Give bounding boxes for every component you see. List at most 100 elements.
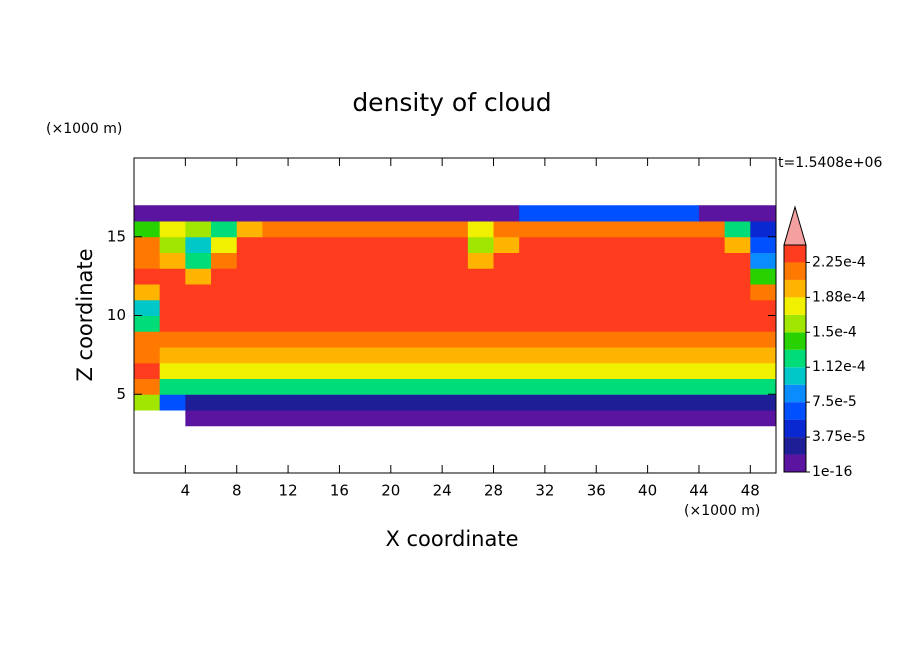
field-cell (673, 410, 700, 427)
colorbar-frame (783, 244, 807, 473)
field-cell (467, 410, 495, 427)
field-cell (621, 347, 649, 364)
field-cell (621, 252, 649, 269)
field-cell (339, 315, 366, 332)
field-cell (262, 394, 289, 411)
field-cell (211, 205, 238, 222)
field-cell (134, 252, 161, 269)
field-cell (390, 205, 417, 222)
field-cell (339, 378, 366, 395)
field-cell (416, 205, 443, 222)
field-cell (288, 410, 315, 427)
field-cell (390, 252, 417, 269)
field-cell (416, 410, 443, 427)
field-cell (365, 315, 392, 332)
field-cell (236, 268, 263, 285)
field-cell (673, 331, 700, 348)
field-cell (544, 268, 572, 285)
field-cell (134, 362, 161, 379)
field-cell (236, 331, 263, 348)
field-cell (750, 252, 777, 269)
field-cell (544, 378, 572, 395)
field-cell (647, 394, 674, 411)
field-cell (288, 268, 315, 285)
field-cell (724, 347, 751, 364)
field-cell (236, 284, 263, 301)
field-cell (262, 236, 289, 253)
field-cell (313, 410, 340, 427)
field-cell (596, 236, 623, 253)
y-unit: (×1000 m) (46, 121, 122, 137)
field-cell (544, 410, 572, 427)
field-cell (185, 394, 212, 411)
colorbar-band (784, 262, 806, 280)
field-cell (339, 205, 366, 222)
field-cell (313, 284, 340, 301)
field-cell (185, 299, 212, 316)
field-cell (159, 236, 186, 253)
field-cell (442, 315, 469, 332)
field-cell (365, 205, 392, 222)
field-cell (416, 362, 443, 379)
field-cell (467, 205, 495, 222)
field-cell (416, 347, 443, 364)
field-cell (493, 221, 520, 238)
field-cell (236, 299, 263, 316)
field-cell (159, 252, 186, 269)
field (134, 205, 777, 427)
field-cell (544, 362, 572, 379)
field-cell (416, 394, 443, 411)
field-cell (159, 221, 186, 238)
field-cell (647, 268, 674, 285)
field-cell (544, 299, 572, 316)
field-cell (416, 252, 443, 269)
field-cell (467, 347, 495, 364)
field-cell (596, 362, 623, 379)
field-cell (544, 236, 572, 253)
field-cell (313, 299, 340, 316)
field-cell (442, 347, 469, 364)
field-cell (313, 252, 340, 269)
field-cell (313, 236, 340, 253)
field-cell (544, 331, 572, 348)
colorbar-label: 2.25e-4 (812, 254, 866, 270)
field-cell (596, 378, 623, 395)
field-cell (365, 410, 392, 427)
field-cell (390, 331, 417, 348)
field-cell (442, 236, 469, 253)
field-cell (134, 394, 161, 411)
field-cell (262, 331, 289, 348)
field-cell (596, 394, 623, 411)
field-cell (134, 315, 161, 332)
field-cell (544, 347, 572, 364)
field-cell (365, 347, 392, 364)
field-cell (416, 221, 443, 238)
field-cell (596, 315, 623, 332)
field-cell (673, 205, 700, 222)
field-cell (262, 378, 289, 395)
field-cell (698, 221, 726, 238)
field-cell (596, 205, 623, 222)
field-cell (236, 410, 263, 427)
field-cell (519, 221, 546, 238)
field-cell (416, 236, 443, 253)
colorbar-label: 3.75e-5 (812, 429, 866, 445)
field-cell (339, 331, 366, 348)
x-axis-label: X coordinate (385, 527, 518, 551)
field-cell (236, 394, 263, 411)
field-cell (211, 331, 238, 348)
field-cell (673, 299, 700, 316)
field-cell (647, 221, 674, 238)
field-cell (570, 205, 597, 222)
field-cell (673, 394, 700, 411)
field-cell (724, 221, 751, 238)
field-cell (750, 362, 777, 379)
field-cell (493, 236, 520, 253)
colorbar-band (784, 297, 806, 315)
field-cell (313, 315, 340, 332)
field-cell (724, 394, 751, 411)
field-cell (570, 378, 597, 395)
field-cell (544, 221, 572, 238)
field-cell (596, 221, 623, 238)
